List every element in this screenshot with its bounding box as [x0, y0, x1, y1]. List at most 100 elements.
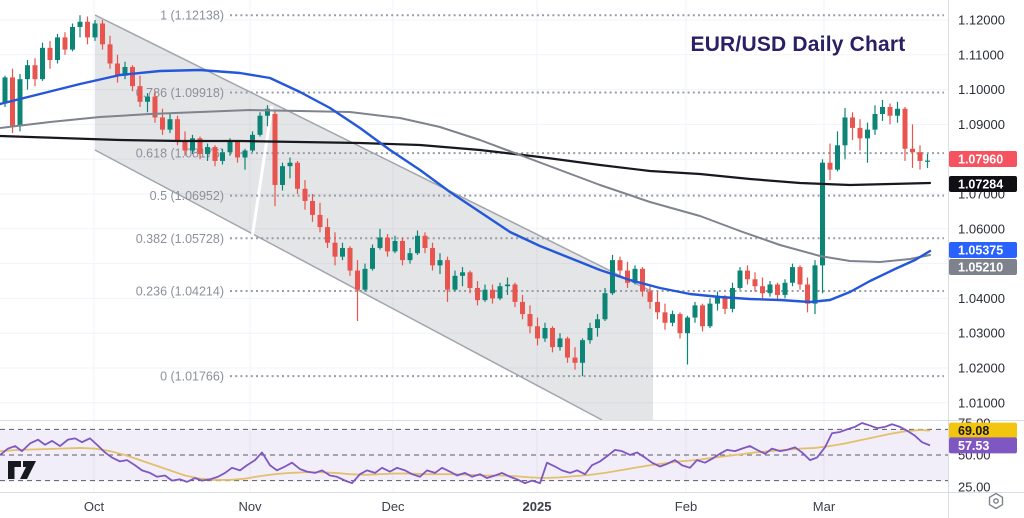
candle-body [595, 319, 600, 328]
time-axis-label: Nov [238, 499, 262, 514]
candle-body [250, 134, 255, 151]
svg-text:1.05210: 1.05210 [958, 261, 1003, 275]
candle-body [872, 113, 878, 130]
candle-body [137, 86, 143, 102]
candle-body [565, 338, 570, 358]
rsi-band [0, 429, 948, 481]
candle-body [715, 296, 720, 304]
candle-body [782, 282, 788, 295]
candle-body [722, 296, 728, 309]
candle-body [265, 108, 270, 116]
fib-level-label: 0.236 (1.04214) [136, 284, 224, 298]
candle-body [347, 247, 353, 271]
candle-body [587, 327, 593, 341]
candle-body [535, 326, 540, 339]
candle-body [212, 147, 218, 161]
ma-gray [0, 109, 931, 263]
candle-body [385, 237, 390, 252]
price-axis-label: 1.11000 [958, 47, 1004, 62]
candle-body [242, 150, 248, 158]
candle-body [902, 108, 908, 149]
candle-body [482, 289, 488, 301]
candle-body [520, 301, 525, 315]
candle-body [422, 235, 428, 248]
candle-body [550, 327, 555, 348]
pane-settings-gear-icon[interactable] [988, 492, 1004, 510]
candle-body [152, 96, 158, 118]
ma-black [0, 134, 932, 187]
candle-body [310, 200, 315, 215]
price-axis-label: 1.12000 [958, 13, 1005, 28]
candle-body [407, 253, 413, 261]
rsi-pane [0, 422, 948, 485]
candle-body [40, 47, 45, 80]
candle-body [77, 21, 83, 27]
candle-body [55, 37, 60, 61]
candle-body [797, 267, 803, 285]
candle-body [767, 284, 773, 294]
candle-body [917, 152, 923, 161]
candle-body [272, 113, 278, 185]
candle-body [325, 227, 330, 243]
candle-body [760, 286, 765, 294]
svg-text:69.08: 69.08 [958, 424, 989, 438]
candle-body [332, 242, 338, 257]
candle-body [842, 117, 848, 146]
candle-body [527, 314, 533, 327]
candle-body [167, 119, 173, 130]
candle-body [887, 107, 893, 116]
candle-body [557, 338, 563, 348]
candle-body [512, 284, 518, 302]
candle-body [62, 37, 68, 50]
candle-body [610, 260, 615, 294]
candle-body [752, 279, 758, 287]
candle-body [115, 63, 120, 76]
time-axis-label: Mar [813, 499, 836, 514]
candle-body [85, 21, 90, 38]
candle-body [160, 117, 165, 130]
price-axis-label: 1.06000 [958, 221, 1005, 236]
svg-text:1.07284: 1.07284 [958, 178, 1003, 192]
candle-body [452, 275, 458, 290]
time-axis[interactable]: Oct Nov Dec 2025 Feb Mar [84, 499, 836, 514]
candle-body [812, 265, 818, 304]
candle-body [182, 140, 188, 151]
candle-body [580, 340, 585, 363]
tradingview-logo[interactable] [8, 461, 36, 479]
candle-body [497, 286, 503, 299]
candle-body [655, 301, 660, 313]
candle-body [625, 270, 630, 283]
rsi-axis-label: 25.00 [958, 479, 991, 494]
candle-body [415, 235, 420, 254]
candles-series [2, 15, 930, 377]
candle-body [490, 289, 495, 299]
candle-body [122, 66, 128, 76]
candle-body [475, 287, 480, 301]
candle-body [197, 138, 203, 154]
chart-title: EUR/USD Daily Chart [690, 33, 906, 56]
fib-level-label: 0.382 (1.05728) [136, 232, 224, 246]
candle-body [467, 272, 473, 288]
candle-body [880, 107, 885, 114]
time-axis-label: Oct [84, 499, 105, 514]
candle-body [700, 305, 705, 327]
candle-body [647, 291, 653, 302]
candle-body [377, 237, 383, 248]
candle-body [130, 66, 135, 87]
price-axis-label: 1.04000 [958, 291, 1005, 306]
candle-body [317, 214, 323, 228]
candle-body [460, 272, 465, 276]
candle-body [392, 240, 398, 252]
candle-body [25, 65, 30, 80]
candle-body [100, 23, 105, 45]
svg-text:57.53: 57.53 [958, 439, 989, 453]
candle-body [47, 47, 53, 61]
fib-level-label: 0.5 (1.06952) [150, 189, 224, 203]
candle-body [662, 312, 668, 323]
candle-body [827, 162, 833, 170]
candle-body [257, 115, 263, 135]
candle-body [685, 317, 690, 334]
ma-black-value-badge: 1.07284 [949, 176, 1017, 192]
